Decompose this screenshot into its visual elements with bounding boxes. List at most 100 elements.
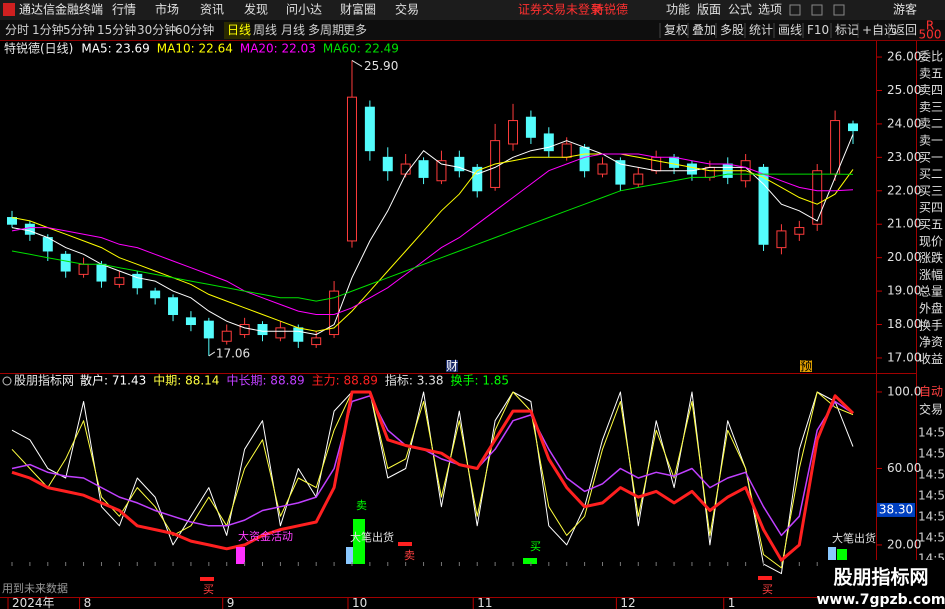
menu-item[interactable]: 问小达 xyxy=(286,3,322,17)
period-tab[interactable]: 多周期 xyxy=(308,23,344,37)
x-tick-label: 11 xyxy=(477,596,492,609)
candle-body xyxy=(132,273,143,289)
period-tab[interactable]: 5分钟 xyxy=(63,22,95,37)
ma-line xyxy=(11,134,854,336)
menu-tool[interactable]: 公式 xyxy=(728,3,752,17)
menu-item[interactable]: 财富圈 xyxy=(340,2,376,17)
menu-item[interactable]: 行情 xyxy=(112,3,136,17)
toolbar-button[interactable]: 多股 xyxy=(720,23,744,37)
x-tick-label: 9 xyxy=(227,596,235,609)
period-tab[interactable]: 1分钟 xyxy=(32,22,64,37)
candle-body xyxy=(382,156,393,172)
candle-body xyxy=(543,133,554,152)
period-tab[interactable]: 周线 xyxy=(253,23,277,37)
candle-body xyxy=(60,253,71,272)
candle-body xyxy=(561,143,572,158)
trade-label[interactable]: 自动 xyxy=(919,385,943,399)
trade-time: 14:54 xyxy=(918,510,945,524)
toolbar-button[interactable]: +自选 xyxy=(862,23,896,37)
window-button[interactable] xyxy=(833,4,845,16)
y-tick-label: 100.0 xyxy=(887,384,921,398)
x-tick-label: 1 xyxy=(728,596,736,609)
indicator-line xyxy=(11,395,854,537)
y-tick-label: 25.00 xyxy=(887,83,921,97)
quote-label: 卖五 xyxy=(919,66,943,80)
toolbar-button[interactable]: 画线 xyxy=(778,23,802,37)
ma-line xyxy=(11,153,854,332)
signal-label: 卖 xyxy=(404,549,415,562)
period-tab[interactable]: 日线 xyxy=(227,23,251,37)
app-logo xyxy=(3,3,15,16)
candle-body xyxy=(293,327,304,342)
candle-body xyxy=(311,337,322,346)
chart-title: 特锐德(日线) xyxy=(4,41,73,56)
quote-label: 委比 xyxy=(919,50,943,64)
candle-body xyxy=(346,96,357,242)
candle-body xyxy=(525,116,536,138)
candle-body xyxy=(758,166,769,245)
menu-tool[interactable]: 版面 xyxy=(697,3,721,17)
quote-label: 买四 xyxy=(919,201,943,215)
indicator-line xyxy=(11,391,854,575)
y-tick-label: 26.00 xyxy=(887,50,921,64)
candle-body xyxy=(418,160,429,178)
menu-item[interactable]: 交易 xyxy=(395,2,419,17)
candle-body xyxy=(78,263,89,275)
active-period-bg xyxy=(224,22,250,39)
menu-item[interactable]: 资讯 xyxy=(200,3,224,17)
toolbar-button[interactable]: 标记 xyxy=(835,23,859,37)
cursor-box xyxy=(877,502,915,517)
y-tick-label: 18.00 xyxy=(887,317,921,331)
toolbar-button[interactable]: 返回 xyxy=(893,23,917,37)
quote-label: 总量 xyxy=(919,285,943,299)
window-button[interactable] xyxy=(811,4,823,16)
quote-label: 买二 xyxy=(919,167,943,181)
indicator-legend: 中期: 88.14 xyxy=(153,373,219,388)
candle-body xyxy=(597,163,608,175)
period-tab[interactable]: 更多 xyxy=(343,23,367,37)
y-tick-label: 19.00 xyxy=(887,284,921,298)
low-label: 17.06 xyxy=(216,346,250,360)
candle-body xyxy=(168,297,179,315)
indicator-title: 股朋指标网 xyxy=(14,373,74,388)
candle-body xyxy=(221,330,232,342)
toolbar-button[interactable]: 统计 xyxy=(749,23,773,37)
signal-bar xyxy=(523,558,537,564)
menu-tool[interactable]: 功能 xyxy=(666,3,690,17)
window-button[interactable] xyxy=(789,4,801,16)
y-tick-label: 60.00 xyxy=(887,461,921,475)
period-tab[interactable]: 月线 xyxy=(281,23,305,37)
quote-label: 现价 xyxy=(919,234,943,248)
indicator-legend: 主力: 88.89 xyxy=(312,374,378,388)
ma-line xyxy=(11,153,854,315)
signal-bar xyxy=(346,547,353,564)
signal-label: 买 xyxy=(203,583,214,596)
y-tick-label: 20.00 xyxy=(887,537,921,551)
candle-body xyxy=(454,156,465,172)
candle-body xyxy=(812,170,823,225)
menu-tool[interactable]: 选项 xyxy=(758,3,782,17)
ma-line xyxy=(11,173,854,302)
candle-body xyxy=(275,327,286,339)
candle-body xyxy=(830,120,841,175)
period-tab[interactable]: 30分钟 xyxy=(137,22,176,37)
period-tab[interactable]: 15分钟 xyxy=(97,22,136,37)
period-tab[interactable]: 分时 xyxy=(5,23,29,37)
menu-item[interactable]: 市场 xyxy=(155,2,179,17)
toolbar-button[interactable]: F10 xyxy=(807,23,829,37)
menu-item[interactable]: 发现 xyxy=(244,2,268,17)
toolbar-button[interactable]: 复权 xyxy=(664,23,688,37)
trade-label[interactable]: 交易 xyxy=(919,402,943,417)
period-tab[interactable]: 60分钟 xyxy=(175,22,214,37)
signal-bar xyxy=(828,547,836,564)
user-name[interactable]: 游客 xyxy=(893,2,917,17)
quote-label: 涨跌 xyxy=(919,250,943,265)
quote-label: 换手 xyxy=(919,318,943,332)
x-tick-label: 10 xyxy=(352,596,367,609)
candle-body xyxy=(436,160,447,182)
candle-body xyxy=(150,290,161,299)
y-tick-label: 22.00 xyxy=(887,183,921,197)
toolbar-button[interactable]: 叠加 xyxy=(692,23,716,37)
event-marker xyxy=(446,360,458,372)
